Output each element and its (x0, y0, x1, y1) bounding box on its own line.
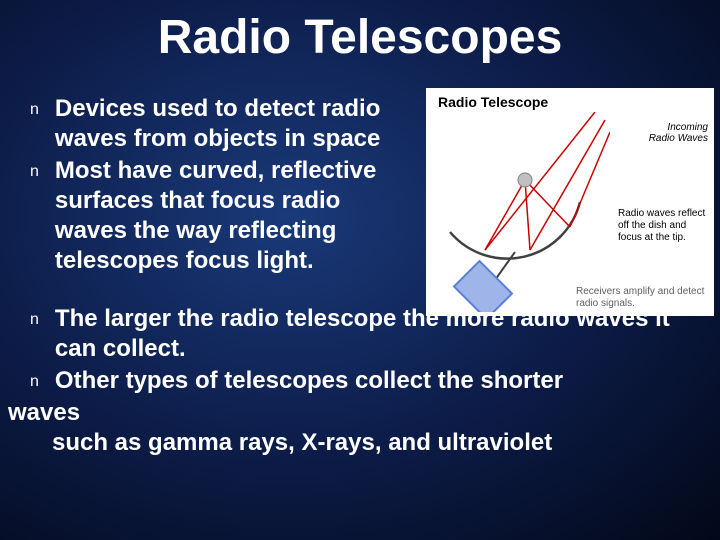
bullet-group-bottom: n The larger the radio telescope the mor… (30, 304, 710, 458)
slide-title: Radio Telescopes (0, 0, 720, 65)
bullet-group-top: n Devices used to detect radio waves fro… (30, 94, 415, 276)
bullet-text: The larger the radio telescope the more … (55, 304, 710, 364)
bullet-marker-icon: n (30, 163, 39, 181)
slide-content: n Devices used to detect radio waves fro… (30, 94, 700, 458)
list-item: n The larger the radio telescope the mor… (30, 304, 710, 364)
list-item: n Most have curved, reflective surfaces … (30, 156, 415, 276)
bullet-text: Devices used to detect radio waves from … (55, 94, 415, 154)
bullet-text: Most have curved, reflective surfaces th… (55, 156, 415, 276)
bullet-text: Other types of telescopes collect the sh… (55, 366, 563, 396)
bullet-marker-icon: n (30, 373, 39, 391)
list-item: n Devices used to detect radio waves fro… (30, 94, 415, 154)
continuation-waves: waves (8, 398, 710, 428)
list-item: n Other types of telescopes collect the … (30, 366, 710, 396)
bullet-marker-icon: n (30, 311, 39, 329)
bullet-marker-icon: n (30, 101, 39, 119)
continuation-such-as: such as gamma rays, X-rays, and ultravio… (52, 428, 710, 458)
